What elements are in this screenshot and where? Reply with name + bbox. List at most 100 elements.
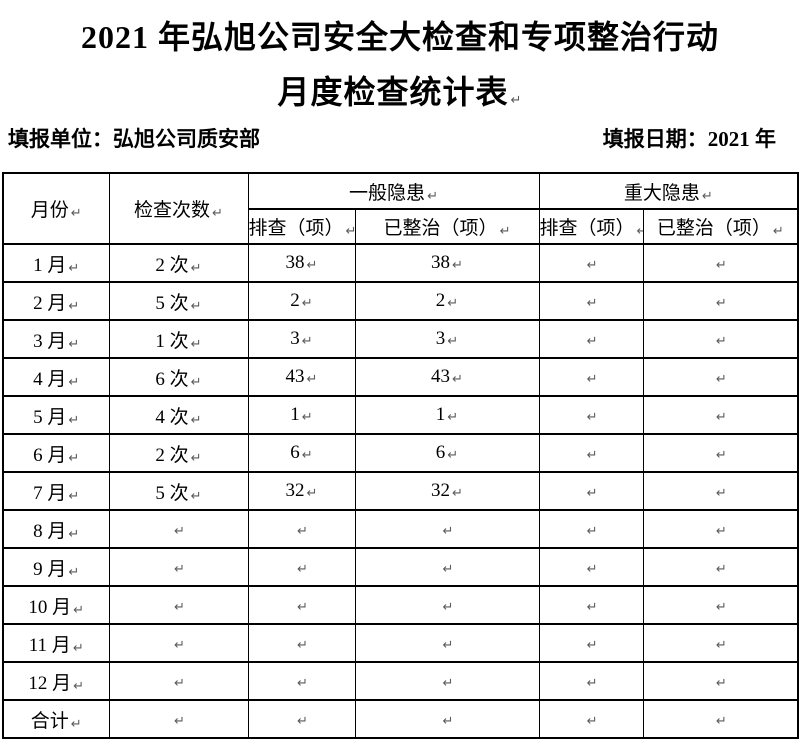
paragraph-mark: ↵ xyxy=(586,524,598,539)
paragraph-mark: ↵ xyxy=(586,296,598,311)
cell-major-fixed: ↵ xyxy=(642,471,799,511)
cell-major-checked: ↵ xyxy=(538,319,644,359)
header-general-fixed: 已整治（项） ↵ xyxy=(354,208,540,245)
header-row-sub: 排查（项）↵ 已整治（项）↵ 排查（项）↵ 已整治（项）↵ xyxy=(3,208,799,245)
cell-general-checked-value: 6 xyxy=(290,442,300,463)
cell-general-fixed: ↵ xyxy=(354,547,540,587)
paragraph-mark: ↵ xyxy=(68,526,80,542)
cell-month-value: 3 月 xyxy=(33,330,67,352)
cell-major-fixed: ↵ xyxy=(642,357,799,397)
cell-general-fixed: 32 ↵ xyxy=(354,471,540,511)
cell-general-checked: ↵ xyxy=(247,547,356,587)
cell-major-checked: ↵ xyxy=(538,661,644,701)
paragraph-mark: ↵ xyxy=(68,488,80,504)
cell-general-fixed-value: 6 xyxy=(435,442,446,463)
cell-major-checked: ↵ xyxy=(538,357,644,397)
cell-inspections-value: 2 次 xyxy=(155,254,189,276)
cell-inspections-value: 5 次 xyxy=(155,292,189,314)
paragraph-mark: ↵ xyxy=(586,676,598,691)
paragraph-mark: ↵ xyxy=(190,298,202,314)
paragraph-mark: ↵ xyxy=(442,714,454,729)
cell-inspections: 5 次 ↵ xyxy=(108,471,249,511)
paragraph-mark: ↵ xyxy=(442,562,454,577)
paragraph-mark: ↵ xyxy=(715,258,727,273)
cell-inspections: ↵ xyxy=(108,623,249,663)
paragraph-mark: ↵ xyxy=(68,412,80,428)
cell-major-checked: ↵ xyxy=(538,471,644,511)
cell-general-fixed-value: 1 xyxy=(435,404,446,425)
paragraph-mark: ↵ xyxy=(297,600,308,615)
cell-major-fixed: ↵ xyxy=(642,281,799,321)
paragraph-mark: ↵ xyxy=(452,486,463,501)
paragraph-mark: ↵ xyxy=(586,638,598,653)
cell-general-fixed: 43 ↵ xyxy=(354,357,540,397)
paragraph-mark: ↵ xyxy=(637,224,642,239)
cell-general-checked: ↵ xyxy=(247,661,356,701)
cell-general-checked: 2 ↵ xyxy=(247,281,356,321)
cell-inspections: ↵ xyxy=(108,585,249,625)
cell-major-fixed: ↵ xyxy=(642,395,799,435)
cell-general-checked-value: 3 xyxy=(290,328,300,349)
paragraph-mark: ↵ xyxy=(715,562,727,577)
cell-inspections-value: 2 次 xyxy=(155,444,189,466)
paragraph-mark: ↵ xyxy=(452,372,463,387)
paragraph-mark: ↵ xyxy=(73,602,85,618)
paragraph-mark: ↵ xyxy=(586,714,598,729)
paragraph-mark: ↵ xyxy=(586,372,598,387)
paragraph-mark: ↵ xyxy=(174,524,185,539)
cell-general-fixed-value: 43 xyxy=(431,366,451,387)
paragraph-mark: ↵ xyxy=(301,334,313,349)
cell-general-checked: 3 ↵ xyxy=(247,319,356,359)
cell-major-checked: ↵ xyxy=(538,281,644,321)
cell-major-fixed: ↵ xyxy=(642,623,799,663)
cell-major-checked: ↵ xyxy=(538,585,644,625)
cell-month: 10 月 ↵ xyxy=(2,585,110,625)
cell-general-checked-value: 1 xyxy=(290,404,300,425)
cell-inspections: 4 次 ↵ xyxy=(108,395,249,435)
paragraph-mark: ↵ xyxy=(190,488,202,504)
header-major-fixed: 已整治（项） ↵ xyxy=(642,208,799,245)
paragraph-mark: ↵ xyxy=(72,640,84,656)
cell-month: 6 月 ↵ xyxy=(2,433,110,473)
table-row: 1 月 ↵ 2 次 ↵ 38 ↵ 38 ↵ ↵ ↵ xyxy=(2,243,799,283)
table-row: 2 月 ↵ 5 次 ↵ 2 ↵ 2 ↵ ↵ ↵ xyxy=(2,281,799,321)
cell-month: 4 月 ↵ xyxy=(2,357,110,397)
document-title-line2: 月度检查统计表 ↵ xyxy=(0,67,800,113)
paragraph-mark: ↵ xyxy=(297,676,308,691)
table-row: 6 月 ↵ 2 次 ↵ 6 ↵ 6 ↵ ↵ ↵ xyxy=(2,433,799,473)
cell-inspections: ↵ xyxy=(108,699,249,739)
cell-general-fixed: ↵ xyxy=(354,623,540,663)
paragraph-mark: ↵ xyxy=(212,206,223,221)
paragraph-mark: ↵ xyxy=(306,258,318,273)
paragraph-mark: ↵ xyxy=(70,716,82,732)
cell-general-fixed: 1 ↵ xyxy=(354,395,540,435)
paragraph-mark: ↵ xyxy=(715,638,727,653)
paragraph-mark: ↵ xyxy=(442,600,454,615)
cell-inspections: 2 次 ↵ xyxy=(108,433,249,473)
header-major-checked-text: 排查（项） xyxy=(539,218,635,239)
cell-month-value: 1 月 xyxy=(33,254,67,276)
cell-general-checked: 38 ↵ xyxy=(247,243,356,283)
cell-month-value: 2 月 xyxy=(33,292,67,314)
paragraph-mark: ↵ xyxy=(297,562,308,577)
cell-major-fixed: ↵ xyxy=(642,509,799,549)
cell-inspections: ↵ xyxy=(108,547,249,587)
paragraph-mark: ↵ xyxy=(586,410,598,425)
cell-general-checked-value: 38 xyxy=(285,252,305,273)
cell-major-fixed: ↵ xyxy=(642,433,799,473)
cell-month: 8 月 ↵ xyxy=(2,509,110,549)
paragraph-mark: ↵ xyxy=(715,334,727,349)
cell-general-fixed-value: 2 xyxy=(435,290,446,311)
paragraph-mark: ↵ xyxy=(346,224,354,239)
cell-general-fixed: ↵ xyxy=(354,661,540,701)
paragraph-mark: ↵ xyxy=(715,372,727,387)
cell-inspections: 6 次 ↵ xyxy=(108,357,249,397)
paragraph-mark: ↵ xyxy=(190,374,202,390)
document-title-line2-text: 月度检查统计表 xyxy=(277,74,509,110)
cell-general-checked: 1 ↵ xyxy=(247,395,356,435)
document-title-line1: 2021 年弘旭公司安全大检查和专项整治行动 xyxy=(80,19,719,55)
paragraph-mark: ↵ xyxy=(190,412,202,428)
cell-month-value: 9 月 xyxy=(33,558,67,580)
cell-major-checked: ↵ xyxy=(538,395,644,435)
